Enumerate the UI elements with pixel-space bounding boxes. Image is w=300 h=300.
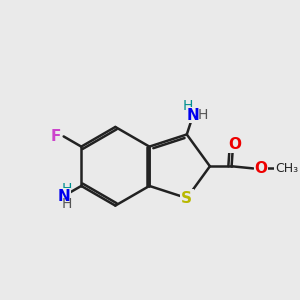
Text: H: H [62, 182, 72, 196]
Text: F: F [51, 129, 62, 144]
Text: S: S [181, 190, 192, 206]
Text: H: H [62, 197, 72, 211]
Text: H: H [197, 108, 208, 122]
Text: O: O [229, 137, 242, 152]
Text: N: N [187, 108, 200, 123]
Text: O: O [255, 161, 268, 176]
Text: H: H [183, 99, 194, 113]
Text: CH₃: CH₃ [275, 162, 298, 175]
Text: N: N [57, 189, 70, 204]
